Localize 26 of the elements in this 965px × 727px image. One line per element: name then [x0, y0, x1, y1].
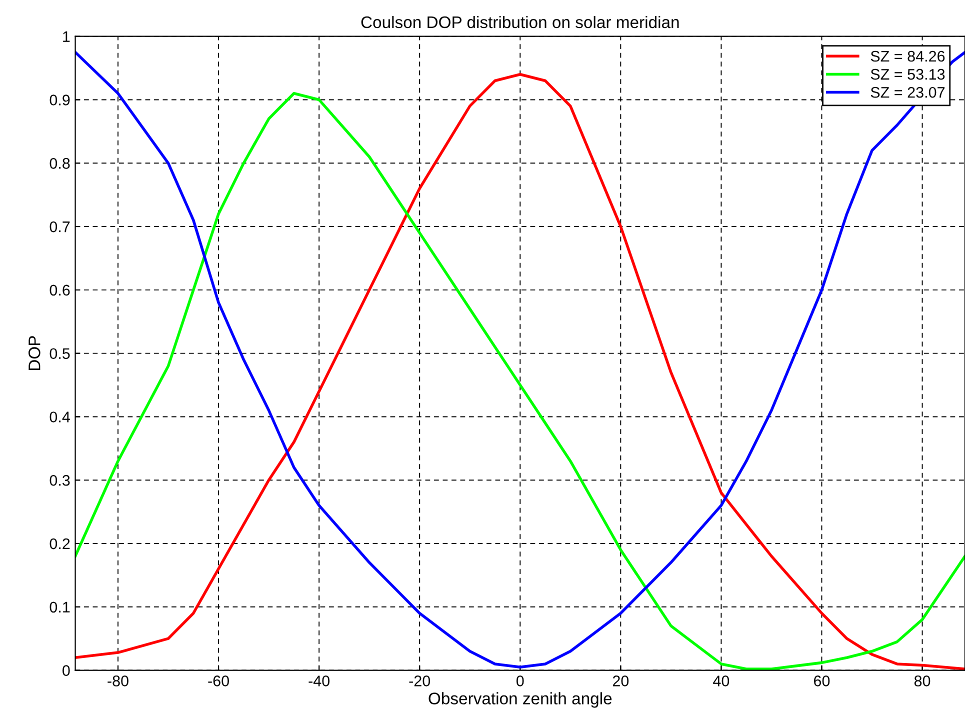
- y-axis-title: DOP: [28, 336, 40, 370]
- y-tick-label: 1: [63, 31, 70, 42]
- y-tick-label: 0.3: [50, 474, 70, 486]
- x-tick-label: 80: [914, 676, 930, 686]
- y-tick-label: 0: [62, 665, 70, 676]
- legend-label: SZ = 84.26: [870, 50, 945, 62]
- chart-title: Coulson DOP distribution on solar meridian: [361, 16, 679, 28]
- x-tick-label: 40: [713, 676, 730, 686]
- y-tick-label: 0.5: [50, 348, 70, 360]
- y-tick-label: 0.4: [50, 412, 70, 422]
- y-tick-label: 0.1: [50, 602, 70, 613]
- legend-label: SZ = 53.13: [870, 68, 945, 80]
- x-tick-label: 60: [814, 676, 830, 686]
- y-tick-label: 0.9: [50, 94, 70, 106]
- legend-label: SZ = 23.07: [870, 86, 945, 98]
- x-tick-label: -20: [409, 676, 430, 686]
- y-tick-label: 0.6: [50, 284, 70, 296]
- x-tick-label: 20: [612, 676, 629, 686]
- x-tick-label: 0: [516, 676, 524, 686]
- x-axis-title: Observation zenith angle: [428, 692, 612, 708]
- x-tick-label: -80: [108, 676, 128, 686]
- y-tick-label: 0.8: [50, 158, 70, 169]
- y-tick-label: 0.7: [50, 221, 70, 232]
- x-tick-label: -60: [208, 676, 229, 686]
- x-tick-label: -40: [308, 676, 330, 686]
- y-tick-label: 0.2: [50, 538, 70, 550]
